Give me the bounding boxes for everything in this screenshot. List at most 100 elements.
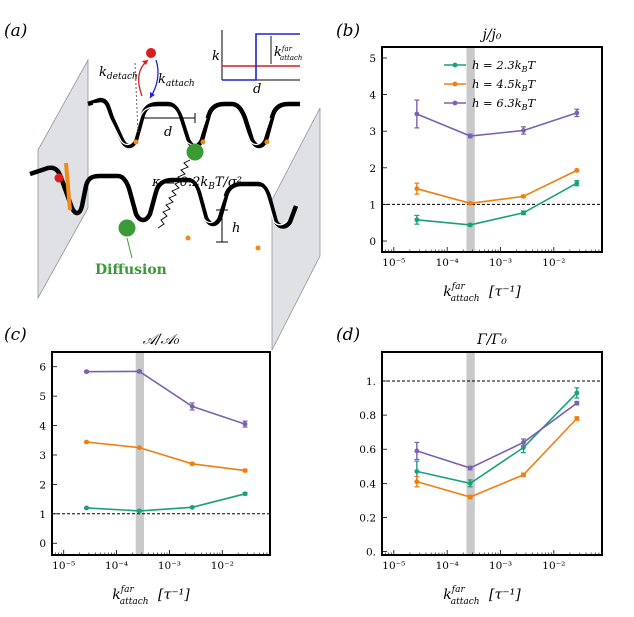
data-point [136, 508, 142, 514]
panel-d-label: (d) [336, 325, 360, 345]
series-line-3 [416, 112, 578, 137]
y-tick-label: 2 [369, 163, 376, 175]
x-tick-label: 10⁻⁴ [436, 257, 459, 269]
y-tick-label: 4 [39, 421, 46, 433]
data-point [414, 111, 420, 117]
front-filament-highlight [189, 182, 288, 226]
series-line-3 [86, 370, 246, 425]
y-tick-label: 5 [39, 391, 46, 403]
legend-entry: h = 4.5kBT [472, 77, 537, 93]
data-point [84, 369, 89, 375]
x-axis-label: kfar attach [τ⁻¹] [443, 282, 521, 304]
h-label: h [232, 221, 240, 236]
chart-title: Γ/Γ₀ [476, 332, 507, 348]
x-tick-label: 10⁻⁵ [382, 560, 405, 572]
y-tick-label: 0 [39, 538, 46, 550]
data-point [414, 217, 420, 223]
legend-entry: h = 2.3kBT [472, 58, 537, 74]
y-tick-label: 0.4 [359, 478, 376, 490]
data-point [521, 210, 526, 216]
red-particle [146, 48, 156, 58]
y-tick-label: 0.6 [359, 444, 376, 456]
front-filament [29, 165, 299, 229]
front-site-1 [185, 235, 191, 241]
data-point [136, 445, 142, 451]
plot-frame [381, 351, 603, 556]
series-line-2 [416, 169, 578, 205]
spring [157, 159, 191, 229]
kappa-label: κ = 0.2kBT/σ² [151, 175, 242, 192]
y-tick-label: 6 [39, 362, 46, 374]
data-point [84, 439, 89, 445]
attach-arrow [149, 59, 159, 99]
y-tick-label: 1. [366, 376, 376, 388]
data-point [189, 504, 195, 510]
y-tick-label: 0 [369, 236, 376, 248]
legend-swatch-marker [452, 100, 458, 106]
inset-xlabel: d [253, 82, 261, 97]
y-tick-label: 1 [369, 199, 376, 211]
y-tick-label: 0.8 [359, 410, 376, 422]
panel-a-label: (a) [4, 21, 27, 41]
series-line-2 [86, 441, 246, 472]
inset-blue-step [222, 33, 300, 81]
detach-arrowhead [142, 60, 148, 65]
y-tick-label: 0. [366, 547, 376, 559]
data-point [84, 505, 89, 511]
back-filament-highlight-2 [169, 106, 207, 146]
y-tick-label: 5 [369, 53, 376, 65]
series-line-1 [416, 392, 578, 485]
panel-c-label: (c) [4, 325, 27, 345]
data-point [467, 133, 473, 139]
data-point [521, 472, 526, 478]
panel-b-label: (b) [336, 21, 360, 41]
x-tick-label: 10⁻⁴ [436, 560, 459, 572]
data-point [574, 110, 580, 116]
data-point [521, 440, 526, 445]
green-particle-bottom [118, 219, 136, 237]
data-point [574, 416, 580, 421]
x-tick-label: 10⁻³ [158, 560, 181, 572]
x-tick-label: 10⁻³ [489, 257, 512, 269]
right-wall [271, 107, 321, 351]
highlight-band [466, 48, 475, 251]
front-site-2 [255, 245, 261, 251]
x-tick-label: 10⁻⁵ [382, 257, 405, 269]
series-line-1 [86, 493, 246, 512]
data-point [242, 491, 248, 497]
back-site-2 [200, 139, 206, 145]
data-point [574, 167, 580, 173]
panel-d-chart: (d) 10⁻⁵ 10⁻⁴ 10⁻³ 10⁻² 0. 0.2 0.4 0.6 0.8 1. Γ/Γ₀… [336, 325, 603, 607]
highlight-band [466, 353, 475, 554]
orange-rod [64, 162, 72, 211]
detach-guide [134, 62, 139, 133]
x-tick-label: 10⁻² [542, 257, 565, 269]
series-line-2 [416, 417, 578, 498]
attach-arrowhead [150, 92, 155, 98]
chart-title: j/j₀ [479, 27, 501, 43]
back-site-3 [264, 139, 270, 145]
inset-ylabel: k [212, 49, 220, 64]
data-point [414, 479, 420, 485]
y-tick-label: 2 [39, 479, 46, 491]
x-tick-label: 10⁻⁵ [52, 560, 75, 572]
y-tick-label: 3 [39, 450, 46, 462]
data-point [574, 180, 580, 186]
panel-b-chart: (b) 10⁻⁵ 10⁻⁴ 10⁻³ 10⁻² 0 1 2 3 4 5 j/j₀ kfar attach… [336, 21, 603, 304]
d-label: d [164, 125, 172, 140]
data-point [467, 494, 473, 500]
data-point [189, 404, 195, 409]
data-point [414, 448, 420, 454]
data-point [242, 421, 248, 427]
legend-swatch-marker [452, 62, 458, 68]
y-tick-label: 1 [39, 509, 46, 521]
series-line-3 [416, 402, 578, 469]
x-tick-label: 10⁻⁴ [105, 560, 128, 572]
data-point [414, 469, 420, 474]
k-attach-label: kattach [158, 72, 195, 89]
chart-title: 𝒜/𝒜₀ [143, 332, 180, 348]
back-site-1 [133, 139, 139, 145]
green-particle-top [186, 143, 204, 161]
x-axis-label: kfar attach [τ⁻¹] [112, 585, 190, 607]
